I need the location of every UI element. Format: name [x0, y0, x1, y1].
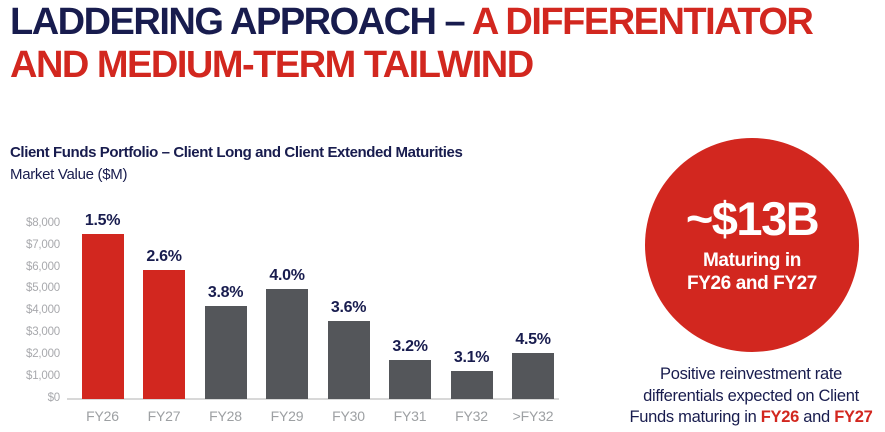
title-line2: AND MEDIUM-TERM TAILWIND — [10, 44, 534, 86]
x-axis-category-label: FY29 — [270, 408, 304, 424]
bar-FY31 — [389, 359, 431, 399]
footnote-fy27: FY27 — [834, 408, 873, 426]
y-axis-tick-label: $8,000 — [26, 216, 60, 229]
badge-caption: Maturing in FY26 and FY27 — [687, 249, 817, 295]
badge-caption-line1: Maturing in — [703, 250, 801, 271]
y-axis-tick-label: $7,000 — [26, 238, 60, 251]
chart-subtitle: Market Value ($M) — [10, 166, 128, 183]
footnote-line3-prefix: Funds maturing in — [629, 408, 761, 426]
y-axis-tick-label: $6,000 — [26, 260, 60, 273]
x-axis-category-label: FY26 — [86, 408, 119, 424]
bar-value-label: 2.6% — [146, 247, 182, 265]
title-segment-navy: LADDERING APPROACH – — [10, 1, 472, 43]
badge-caption-line2: FY26 and FY27 — [687, 273, 817, 294]
y-axis-tick-label: $5,000 — [26, 282, 60, 295]
footnote-line1: Positive reinvestment rate — [659, 365, 843, 383]
bar-FY32 — [450, 370, 493, 399]
x-axis-category-label: FY30 — [332, 408, 365, 424]
x-axis-line — [67, 398, 559, 400]
x-axis-category-label: FY31 — [393, 408, 427, 424]
footnote-and: and — [799, 408, 835, 426]
bar->FY32 — [512, 352, 554, 399]
x-axis-category-label: >FY32 — [512, 408, 554, 424]
bar-value-label: 3.6% — [330, 299, 367, 317]
footnote-fy26: FY26 — [760, 408, 800, 426]
x-axis-category-label: FY32 — [455, 408, 488, 424]
bar-FY30 — [327, 321, 370, 399]
bar-value-label: 4.0% — [269, 267, 305, 285]
highlight-circle: ~$13B Maturing in FY26 and FY27 — [645, 138, 859, 352]
bar-value-label: 3.1% — [453, 348, 490, 366]
y-axis-tick-label: $3,000 — [26, 326, 60, 339]
bar-FY27 — [143, 269, 185, 399]
bar-chart: $8,000 $7,000 $6,000 $5,000 $4,000 $3,000 $2,0… — [0, 200, 600, 432]
bar-FY29 — [266, 289, 308, 399]
footnote: Positive reinvestment rate differentials … — [618, 364, 884, 429]
badge-value: ~$13B — [685, 192, 820, 245]
bar-value-label: 3.2% — [392, 337, 428, 355]
page-title: LADDERING APPROACH – A DIFFERENTIATOR AND… — [10, 1, 814, 87]
y-axis-tick-label: $2,000 — [26, 348, 60, 361]
x-axis-category-label: FY28 — [209, 408, 242, 424]
x-axis-category-label: FY27 — [147, 408, 181, 424]
title-segment-red: A DIFFERENTIATOR — [471, 1, 814, 43]
y-axis-tick-label: $0 — [47, 392, 61, 404]
footnote-line2: differentials expected on Client — [643, 386, 859, 405]
y-axis-tick-label: $1,000 — [26, 370, 60, 383]
y-axis-tick-label: $4,000 — [26, 304, 60, 317]
bar-value-label: 1.5% — [84, 211, 121, 229]
bar-value-label: 3.8% — [207, 283, 244, 301]
chart-title: Client Funds Portfolio – Client Long and… — [10, 144, 463, 161]
bar-FY28 — [204, 305, 247, 399]
bar-value-label: 4.5% — [515, 330, 551, 348]
bar-FY26 — [81, 233, 124, 399]
